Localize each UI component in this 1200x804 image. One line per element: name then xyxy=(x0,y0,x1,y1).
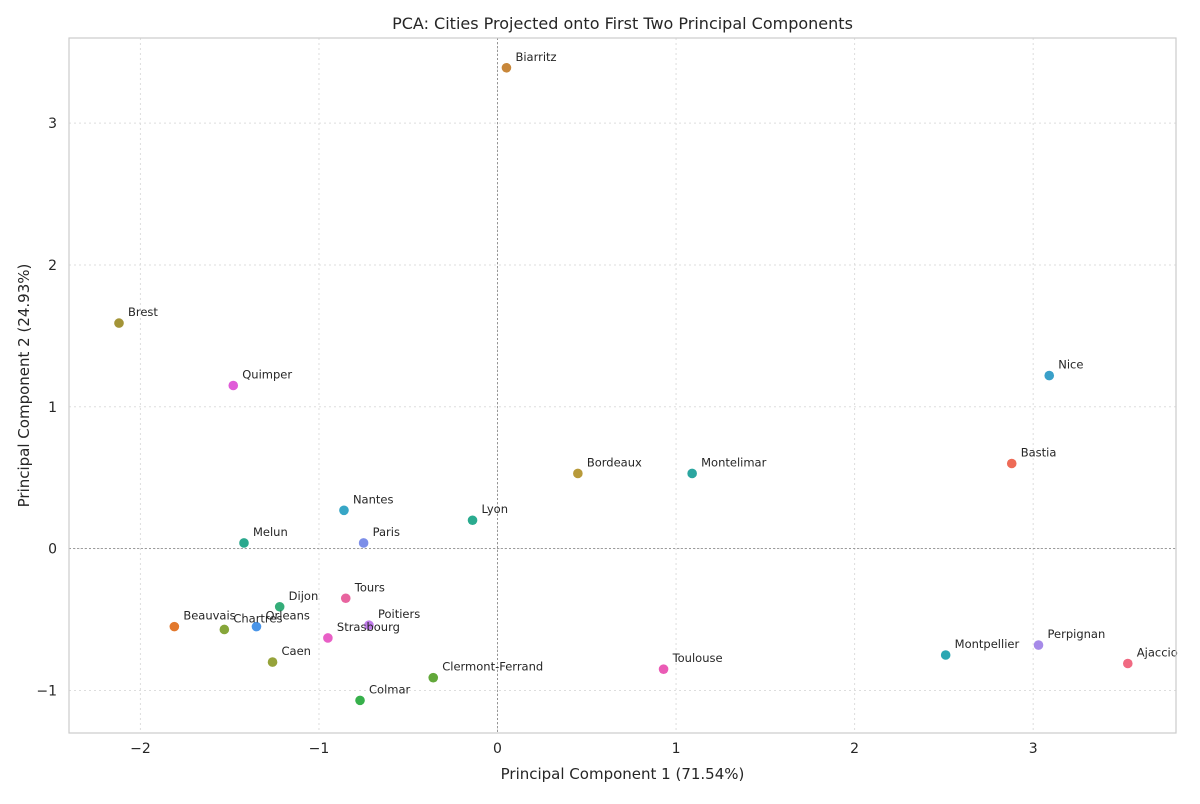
data-point xyxy=(355,695,365,706)
x-tick-label: −2 xyxy=(130,741,151,757)
data-point xyxy=(687,468,697,479)
data-point xyxy=(219,624,230,635)
data-point-label: Orleans xyxy=(265,609,309,623)
data-point xyxy=(658,664,669,674)
data-point-label: Melun xyxy=(253,525,288,539)
y-tick-label: 2 xyxy=(48,258,57,274)
data-point xyxy=(364,620,374,631)
data-point-label: Perpignan xyxy=(1048,627,1106,641)
data-point xyxy=(274,601,285,612)
data-point-label: Bastia xyxy=(1021,446,1057,460)
data-point xyxy=(339,505,349,516)
data-point xyxy=(267,657,278,667)
data-point xyxy=(467,515,478,526)
data-point-label: Clermont-Ferrand xyxy=(442,660,543,674)
data-point xyxy=(501,62,512,73)
data-point-label: Toulouse xyxy=(672,651,723,665)
x-tick-label: −1 xyxy=(309,741,330,757)
data-point-label: Chartres xyxy=(233,611,282,625)
data-point xyxy=(1122,658,1133,669)
data-point-label: Tours xyxy=(354,580,385,594)
data-point xyxy=(358,538,369,548)
x-axis-label: Principal Component 1 (71.54%) xyxy=(501,765,745,783)
data-point xyxy=(940,650,951,660)
data-point-label: Lyon xyxy=(482,502,508,516)
data-point xyxy=(340,593,351,604)
x-tick-label: 1 xyxy=(672,741,681,757)
data-point xyxy=(1033,640,1044,650)
data-point-label: Paris xyxy=(373,525,400,539)
data-point xyxy=(1006,458,1017,469)
x-tick-label: 0 xyxy=(493,741,502,757)
data-point-label: Bordeaux xyxy=(587,455,642,469)
data-point xyxy=(169,621,180,632)
x-tick-label: 3 xyxy=(1029,741,1038,757)
data-point-label: Quimper xyxy=(242,368,292,382)
y-tick-label: −1 xyxy=(36,683,57,699)
y-tick-label: 1 xyxy=(48,400,57,416)
data-point-label: Montelimar xyxy=(701,455,766,469)
data-point xyxy=(428,672,439,683)
data-point xyxy=(1044,370,1055,381)
point-labels: Biarritz Brest Quimper Nice Bastia Bordeaux Mo… xyxy=(128,50,1178,697)
data-point xyxy=(239,538,249,548)
axis-ticks: −2 −1 0 1 2 3 −1 0 1 2 3 xyxy=(36,116,1037,757)
reference-lines xyxy=(69,38,1176,733)
y-tick-label: 0 xyxy=(48,542,57,558)
data-point-label: Strasbourg xyxy=(337,620,400,634)
plot-frame xyxy=(68,37,1177,734)
grid xyxy=(69,38,1176,733)
data-point xyxy=(228,380,239,391)
y-tick-label: 3 xyxy=(48,116,57,132)
data-points xyxy=(114,62,1133,706)
data-point-label: Nice xyxy=(1058,358,1083,372)
data-point-label: Caen xyxy=(282,644,311,658)
data-point-label: Dijon xyxy=(289,589,319,603)
data-point-label: Brest xyxy=(128,305,158,319)
chart-title: PCA: Cities Projected onto First Two Pri… xyxy=(392,14,853,33)
data-point-label: Nantes xyxy=(353,492,394,506)
data-point-label: Beauvais xyxy=(183,609,235,623)
data-point xyxy=(573,468,583,479)
data-point-label: Montpellier xyxy=(955,637,1020,651)
data-point xyxy=(114,318,124,328)
data-point-label: Colmar xyxy=(369,682,411,696)
data-point-label: Ajaccio xyxy=(1137,646,1178,660)
data-point xyxy=(251,621,262,632)
data-point-label: Biarritz xyxy=(515,50,556,64)
data-point xyxy=(323,633,333,643)
data-point-label: Poitiers xyxy=(378,607,420,621)
y-axis-label: Principal Component 2 (24.93%) xyxy=(15,264,33,508)
x-tick-label: 2 xyxy=(850,741,859,757)
